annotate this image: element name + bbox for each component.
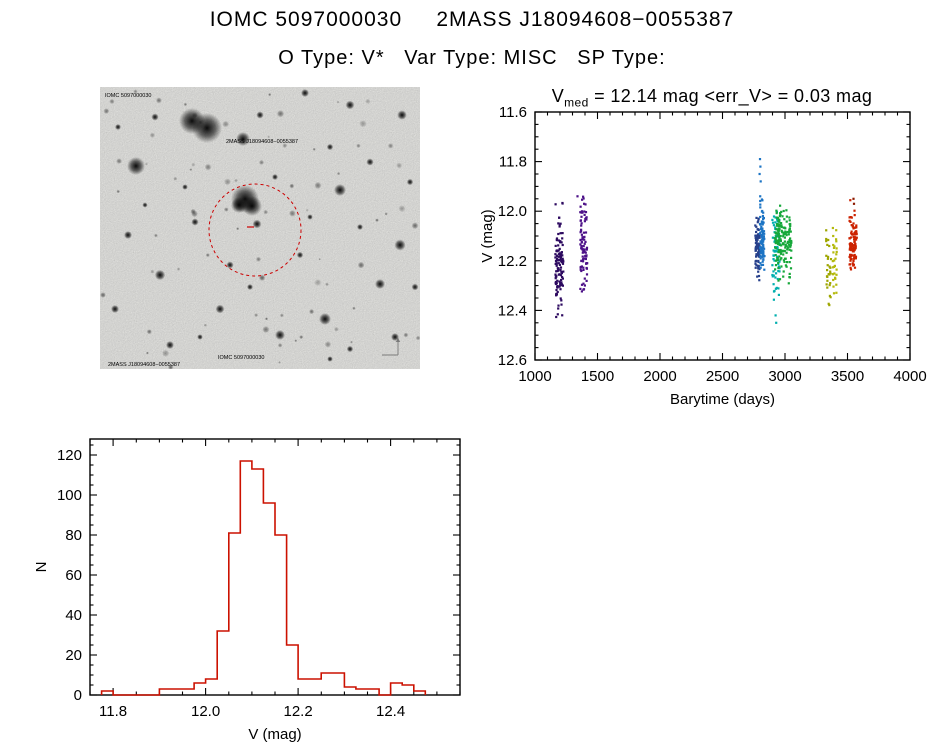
lightcurve-plot: 1000 1500 2000 2500 3000 3500 4000 11.6 11.8 12.0… — [480, 104, 927, 408]
svg-text:N: N — [33, 562, 50, 573]
svg-text:1500: 1500 — [581, 368, 614, 385]
svg-text:1000: 1000 — [518, 368, 551, 385]
svg-text:40: 40 — [65, 607, 82, 624]
star-field — [100, 89, 420, 369]
target-aperture-circle — [208, 183, 302, 277]
svg-text:12.2: 12.2 — [283, 703, 312, 720]
svg-text:IOMC 5097000030: IOMC 5097000030 — [218, 355, 264, 361]
page-title: IOMC 5097000030 2MASS J18094608−0055387 — [209, 8, 735, 31]
compass-icon — [382, 338, 401, 356]
finding-chart: IOMC 5097000030 2MASS J18094608−0055387 IO… — [100, 87, 420, 369]
lightcurve-points — [554, 158, 858, 324]
svg-text:20: 20 — [65, 647, 82, 664]
svg-text:V (mag): V (mag) — [248, 726, 301, 743]
svg-text:11.8: 11.8 — [499, 154, 527, 171]
svg-text:80: 80 — [65, 527, 82, 544]
svg-text:12.6: 12.6 — [498, 352, 527, 369]
svg-text:11.8: 11.8 — [99, 703, 127, 720]
svg-text:120: 120 — [57, 447, 82, 464]
svg-text:0: 0 — [74, 687, 82, 704]
svg-text:2MASS J18094608−0055387: 2MASS J18094608−0055387 — [108, 362, 180, 368]
svg-text:3500: 3500 — [831, 368, 864, 385]
svg-text:Barytime (days): Barytime (days) — [670, 391, 775, 408]
svg-text:4000: 4000 — [893, 368, 926, 385]
svg-text:100: 100 — [57, 487, 82, 504]
svg-text:V (mag): V (mag) — [480, 209, 496, 262]
svg-text:12.0: 12.0 — [191, 703, 220, 720]
svg-text:12.0: 12.0 — [498, 203, 527, 220]
svg-text:12.4: 12.4 — [498, 302, 527, 319]
svg-text:12.4: 12.4 — [376, 703, 405, 720]
lightcurve-title: Vmed = 12.14 mag <err_V> = 0.03 mag — [480, 86, 944, 110]
lightcurve-title-rest: = 12.14 mag <err_V> = 0.03 mag — [588, 86, 873, 106]
page-subtitle: O Type: V* Var Type: MISC SP Type: — [278, 47, 666, 69]
svg-text:12.2: 12.2 — [498, 253, 527, 270]
svg-text:2000: 2000 — [643, 368, 676, 385]
svg-text:11.6: 11.6 — [499, 104, 527, 121]
svg-text:2500: 2500 — [706, 368, 739, 385]
svg-text:60: 60 — [65, 567, 82, 584]
finder-annotations: IOMC 5097000030 2MASS J18094608−0055387 IO… — [105, 93, 298, 368]
magnitude-histogram: 11.8 12.0 12.2 12.4 0 20 40 60 80 100 120 V (mag) N — [33, 438, 461, 743]
svg-text:IOMC 5097000030: IOMC 5097000030 — [105, 93, 151, 99]
svg-text:2MASS J18094608−0055387: 2MASS J18094608−0055387 — [226, 139, 298, 145]
svg-text:3000: 3000 — [768, 368, 801, 385]
lightcurve-title-base: V — [551, 86, 565, 106]
histogram-outline — [100, 460, 427, 696]
lightcurve-title-sub: med — [564, 95, 589, 110]
